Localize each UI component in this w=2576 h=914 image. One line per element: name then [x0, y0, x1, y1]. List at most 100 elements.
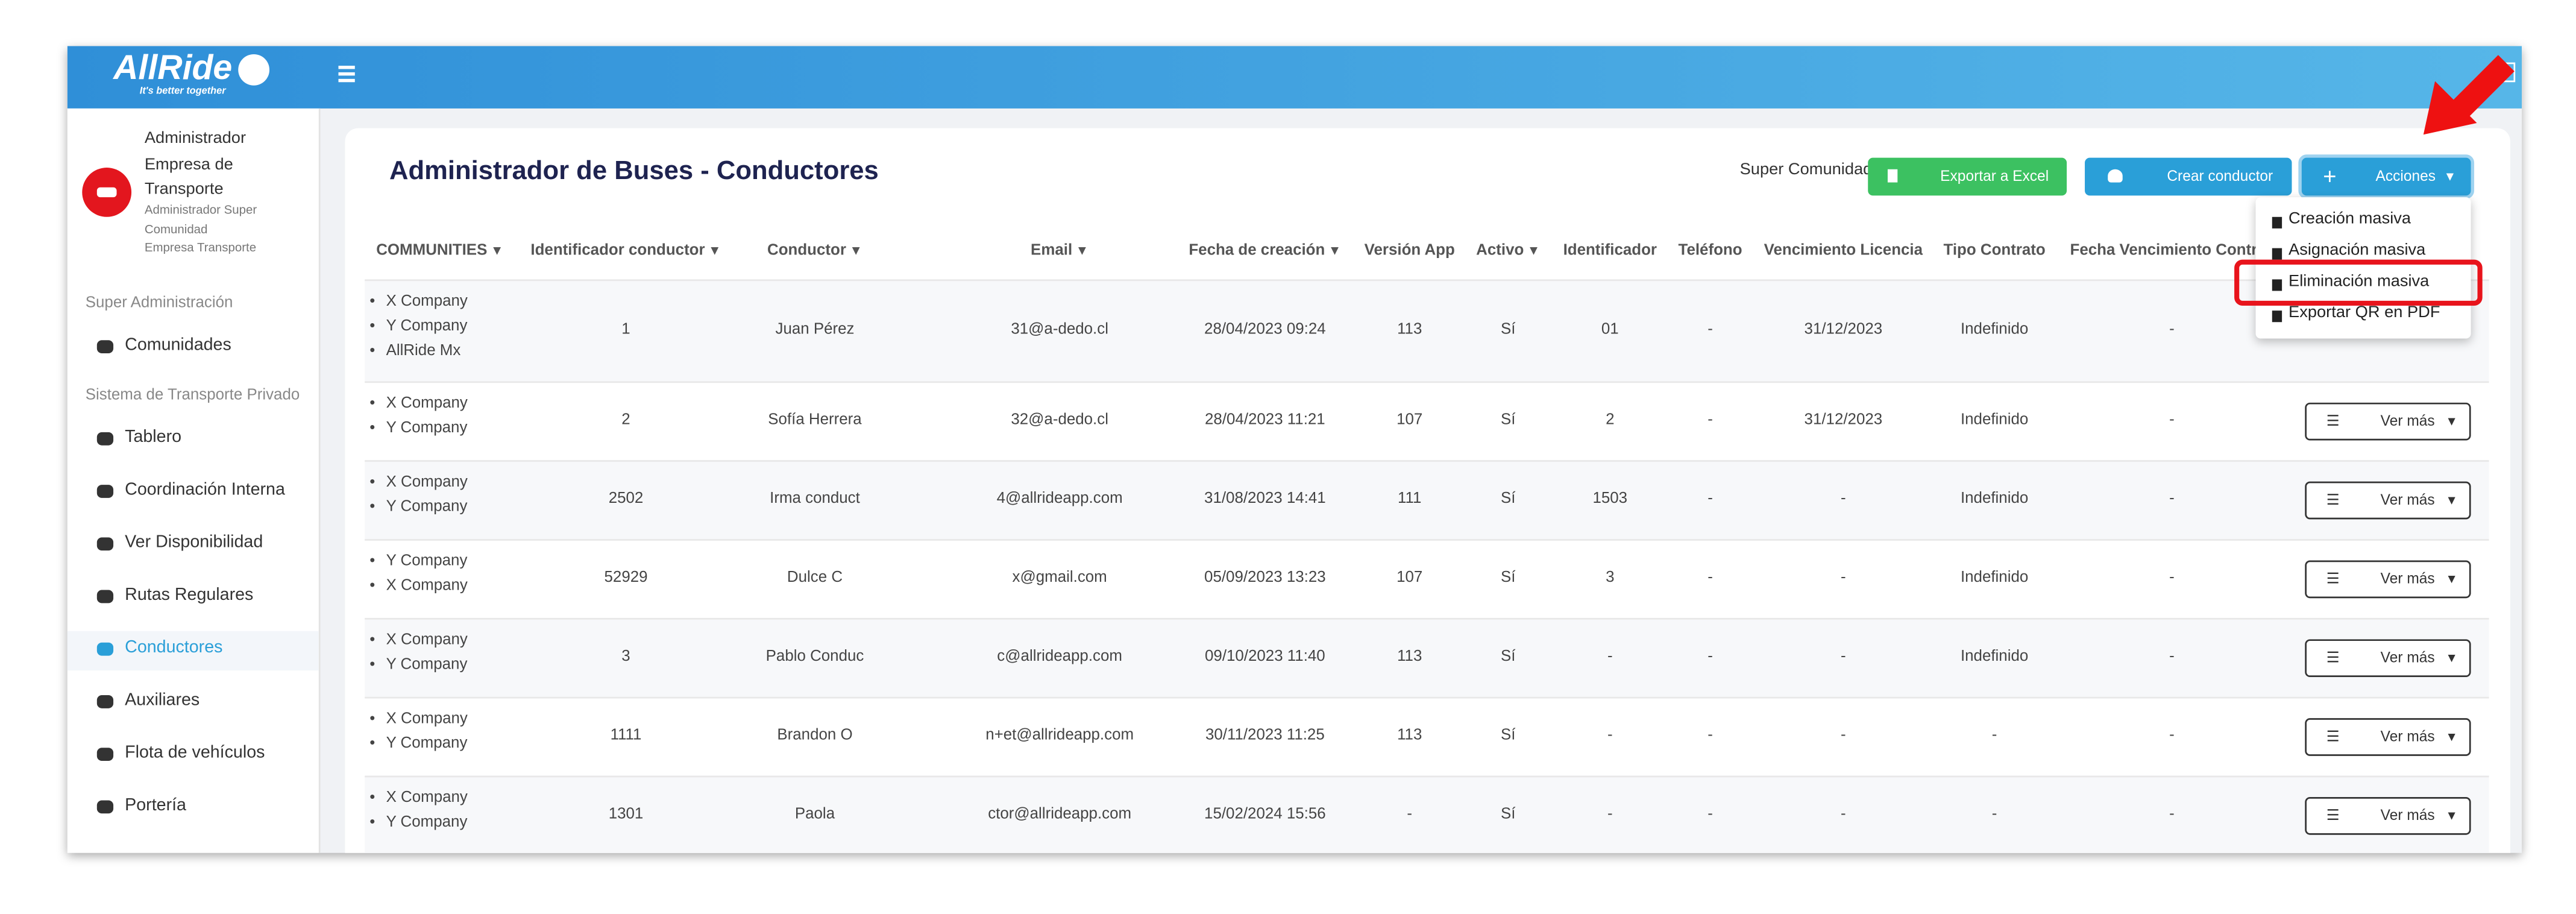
- menu-button[interactable]: [338, 66, 355, 83]
- cell: 31@a-dedo.cl: [1011, 320, 1108, 339]
- community: • AllRide Mx: [369, 341, 461, 359]
- menu-icon: [96, 340, 114, 354]
- menu-icon: [96, 748, 114, 761]
- filter-icon[interactable]: ▼: [1075, 243, 1089, 258]
- row-action-button[interactable]: ☰ Ver más ▾: [2305, 718, 2471, 756]
- filter-icon[interactable]: ▼: [708, 243, 721, 258]
- menu-icon: [96, 800, 114, 814]
- dropdown-item[interactable]: Exportar QR en PDF: [2289, 304, 2440, 323]
- community: • X Company: [369, 789, 468, 807]
- cell: 05/09/2023 13:23: [1204, 569, 1326, 587]
- cell: ctor@allrideapp.com: [988, 805, 1132, 824]
- menu-item[interactable]: Conductores: [125, 637, 223, 658]
- column-header[interactable]: Activo ▼: [1476, 241, 1541, 260]
- bullet: •: [369, 552, 375, 570]
- column-header[interactable]: Fecha de creación ▼: [1189, 241, 1342, 260]
- row-action-button[interactable]: ☰ Ver más ▾: [2305, 639, 2471, 678]
- cell: 113: [1397, 320, 1422, 339]
- cell: 15/02/2024 15:56: [1204, 805, 1326, 824]
- column-header[interactable]: COMMUNITIES ▼: [376, 241, 504, 260]
- menu-item[interactable]: Auxiliares: [125, 690, 200, 710]
- menu-item[interactable]: Coordinación Interna: [125, 479, 285, 500]
- user-company: Empresa de Transporte: [144, 156, 233, 199]
- cell: -: [1607, 647, 1613, 666]
- filter-icon[interactable]: ▼: [1328, 243, 1342, 258]
- cell: n+et@allrideapp.com: [985, 726, 1134, 745]
- community: • Y Company: [369, 497, 468, 516]
- cell: 1503: [1592, 490, 1628, 508]
- column-header: Fecha Vencimiento Contr: [2070, 241, 2258, 260]
- menu-item[interactable]: Flota de vehículos: [125, 743, 265, 763]
- cell: 31/12/2023: [1804, 411, 1883, 429]
- cell: -: [1991, 805, 1997, 824]
- actions-button[interactable]: + Acciones ▾: [2301, 157, 2471, 196]
- button-label: Ver más: [2380, 491, 2435, 508]
- menu-icon: [2272, 216, 2282, 228]
- cell: Indefinido: [1960, 411, 2029, 429]
- bullet: •: [369, 655, 375, 674]
- column-header[interactable]: Conductor ▼: [767, 241, 862, 260]
- row-action-button[interactable]: ☰ Ver más ▾: [2305, 481, 2471, 520]
- menu-icon: [96, 537, 114, 551]
- dropdown-item[interactable]: Creación masiva: [2289, 210, 2411, 228]
- export-button[interactable]: Exportar a Excel: [1868, 157, 2067, 196]
- filter-icon[interactable]: ▼: [490, 243, 504, 258]
- section-title: Sistema de Transporte Privado: [85, 386, 300, 405]
- bullet: •: [369, 291, 375, 310]
- dropdown-item[interactable]: Eliminación masiva: [2289, 273, 2430, 291]
- cell: 31/08/2023 14:41: [1204, 490, 1326, 508]
- cell: -: [1407, 805, 1413, 824]
- cell: -: [1707, 647, 1713, 666]
- community: • Y Company: [369, 655, 468, 674]
- menu-item[interactable]: Rutas Regulares: [125, 585, 254, 605]
- button-label: Ver más: [2380, 807, 2435, 824]
- community: • X Company: [369, 394, 468, 413]
- row-action-button[interactable]: ☰ Ver más ▾: [2305, 560, 2471, 599]
- menu-item[interactable]: Comunidades: [125, 335, 231, 355]
- list-icon: ☰: [2326, 412, 2340, 429]
- bullet: •: [369, 394, 375, 413]
- cell: -: [1991, 726, 1997, 745]
- tagline: It's better together: [139, 87, 226, 97]
- table-row: [365, 539, 2489, 620]
- menu-icon: [96, 485, 114, 498]
- cell: -: [1841, 647, 1846, 666]
- dropdown-item[interactable]: Asignación masiva: [2289, 241, 2426, 260]
- table-row: [365, 460, 2489, 541]
- list-icon: ☰: [2326, 807, 2340, 824]
- community: • X Company: [369, 576, 468, 595]
- cell: c@allrideapp.com: [997, 647, 1122, 666]
- table-row: [365, 617, 2489, 699]
- menu-item[interactable]: Tablero: [125, 427, 182, 447]
- column-header[interactable]: Email ▼: [1031, 241, 1089, 260]
- row-action-button[interactable]: ☰ Ver más ▾: [2305, 797, 2471, 835]
- bullet: •: [369, 341, 375, 359]
- cell: -: [1707, 805, 1713, 824]
- section-title: Super Administración: [85, 294, 233, 312]
- cell: 113: [1397, 647, 1422, 666]
- button-label: Exportar a Excel: [1940, 168, 2049, 184]
- button-label: Crear conductor: [2167, 168, 2273, 184]
- cell: Sofía Herrera: [768, 411, 862, 429]
- list-icon: ☰: [2326, 728, 2340, 745]
- button-label: Acciones: [2375, 168, 2436, 184]
- cell: Brandon O: [777, 726, 853, 745]
- column-header[interactable]: Identificador conductor ▼: [530, 241, 721, 260]
- cell: 4@allrideapp.com: [996, 490, 1123, 508]
- filter-icon[interactable]: ▼: [849, 243, 862, 258]
- logo-mark: [238, 54, 270, 86]
- app-frame: AllRide It's better together Administrad…: [67, 46, 2522, 853]
- user-role: Administrador Super Comunidad: [144, 202, 257, 237]
- community: • X Company: [369, 631, 468, 649]
- menu-item[interactable]: Portería: [125, 795, 186, 815]
- bullet: •: [369, 631, 375, 649]
- cell: -: [2169, 805, 2175, 824]
- top-bar: [67, 46, 2522, 109]
- create-button[interactable]: Crear conductor: [2085, 157, 2292, 196]
- menu-item[interactable]: Ver Disponibilidad: [125, 532, 263, 552]
- row-action-button[interactable]: ☰ Ver más ▾: [2305, 402, 2471, 441]
- filter-icon[interactable]: ▼: [1527, 243, 1541, 258]
- cell: 2502: [608, 490, 644, 508]
- cell: Paola: [794, 805, 835, 824]
